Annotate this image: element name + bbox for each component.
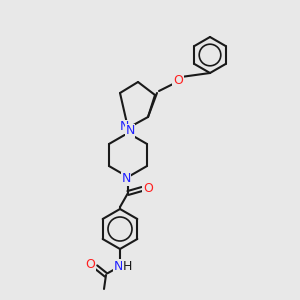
Text: N: N bbox=[119, 121, 129, 134]
Text: H: H bbox=[122, 260, 132, 272]
Text: N: N bbox=[121, 172, 131, 185]
Text: N: N bbox=[125, 124, 135, 137]
Text: O: O bbox=[143, 182, 153, 196]
Text: N: N bbox=[113, 260, 123, 272]
Text: O: O bbox=[173, 74, 183, 86]
Text: O: O bbox=[85, 257, 95, 271]
